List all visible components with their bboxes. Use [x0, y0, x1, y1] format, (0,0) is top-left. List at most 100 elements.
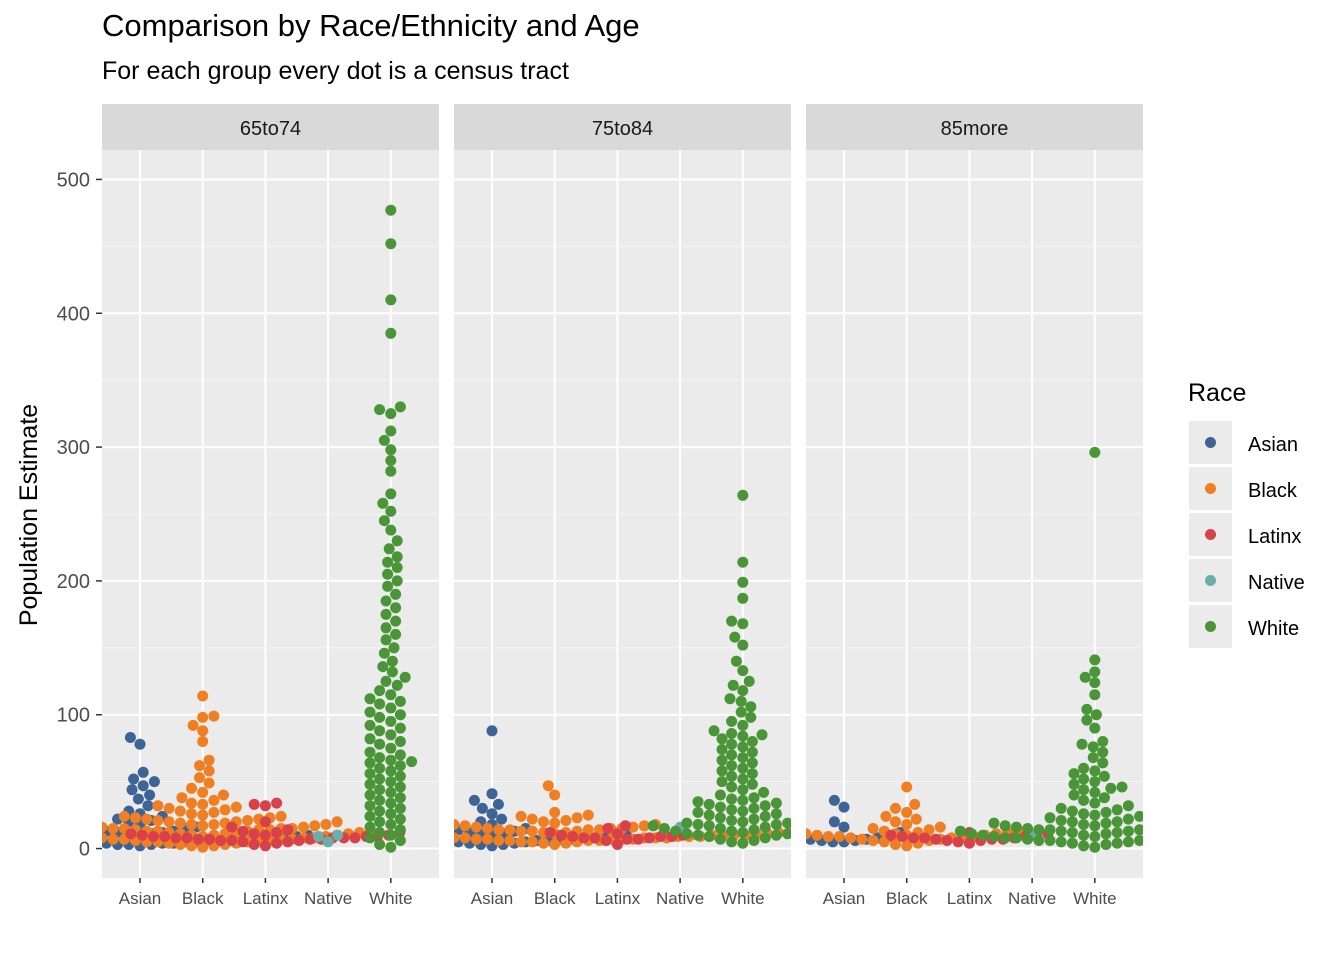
- data-point-black: [163, 816, 175, 828]
- data-point-black: [197, 809, 209, 821]
- data-point-black: [203, 754, 215, 766]
- data-point-white: [394, 695, 406, 707]
- x-tick-label: Asian: [471, 889, 514, 908]
- data-point-black: [878, 836, 890, 848]
- data-point-white: [1090, 709, 1102, 721]
- data-point-white: [727, 679, 739, 691]
- data-point-white: [770, 819, 782, 830]
- facet-strip: [806, 104, 1143, 150]
- data-point-white: [1089, 689, 1101, 701]
- data-point-black: [459, 832, 471, 844]
- data-point-white: [1122, 800, 1134, 812]
- data-point-white: [1111, 827, 1123, 838]
- data-point-black: [18, 824, 29, 835]
- data-point-black: [186, 840, 197, 852]
- data-point-white: [385, 841, 397, 853]
- data-point-latinx: [555, 829, 567, 841]
- legend-label: White: [1248, 618, 1299, 640]
- data-point-white: [770, 808, 782, 820]
- data-point-white: [385, 505, 397, 517]
- data-point-white: [1078, 840, 1090, 852]
- data-point-black: [174, 805, 186, 817]
- data-point-white: [746, 768, 758, 780]
- data-point-latinx: [930, 833, 942, 845]
- data-point-black: [74, 820, 85, 831]
- data-point-white: [1089, 677, 1101, 689]
- data-point-white: [1111, 837, 1123, 849]
- data-point-latinx: [215, 835, 227, 846]
- data-point-white: [1179, 819, 1190, 830]
- data-point-black: [901, 781, 913, 793]
- data-point-latinx: [226, 835, 238, 846]
- data-point-white: [374, 784, 386, 796]
- data-point-white: [385, 327, 397, 339]
- data-point-white: [1066, 827, 1078, 838]
- data-point-white: [385, 797, 397, 809]
- data-point-white: [759, 832, 771, 844]
- data-point-white: [748, 813, 760, 825]
- data-point-asian: [90, 836, 101, 847]
- data-point-black: [890, 816, 901, 828]
- x-tick-label: Asian: [119, 889, 162, 908]
- data-point-black: [197, 841, 209, 853]
- data-point-white: [1055, 815, 1067, 826]
- data-point-white: [692, 829, 704, 841]
- data-point-black: [29, 827, 40, 838]
- data-point-white: [1078, 829, 1090, 841]
- data-point-white: [378, 647, 390, 659]
- data-point-white: [737, 752, 749, 764]
- data-point-white: [385, 294, 397, 306]
- data-point-white: [380, 634, 392, 646]
- data-point-asian: [137, 780, 149, 792]
- data-point-white: [737, 618, 749, 630]
- data-point-white: [729, 631, 741, 643]
- x-tick-label: Native: [304, 889, 352, 908]
- data-point-white: [385, 408, 397, 420]
- data-point-white: [726, 615, 738, 627]
- data-point-native: [332, 829, 344, 841]
- data-point-black: [197, 736, 209, 747]
- x-tick-label: Black: [534, 889, 576, 908]
- data-point-white: [1033, 824, 1045, 836]
- data-point-black: [118, 810, 130, 822]
- data-point-white: [770, 797, 782, 809]
- data-point-white: [374, 762, 386, 774]
- data-point-white: [380, 622, 392, 634]
- data-point-white: [385, 444, 397, 456]
- data-point-white: [737, 784, 749, 796]
- data-point-black: [582, 809, 594, 821]
- data-point-white: [1055, 802, 1067, 814]
- data-point-asian: [838, 801, 850, 813]
- data-point-white: [692, 819, 704, 830]
- data-point-latinx: [170, 832, 182, 844]
- facet-panel-75to84: 75to84 Asian Black Latinx Native White: [454, 104, 791, 908]
- data-point-white: [374, 794, 386, 806]
- facet-panel-65to74: 65to74 Asian Black Latinx Native White: [18, 104, 439, 908]
- data-point-white: [364, 706, 376, 718]
- data-point-asian: [126, 784, 138, 796]
- data-point-latinx: [248, 798, 260, 810]
- data-point-white: [714, 823, 726, 834]
- data-point-black: [242, 815, 253, 826]
- legend-swatch: [1205, 529, 1216, 540]
- data-point-black: [40, 828, 51, 839]
- data-point-white: [391, 535, 403, 547]
- data-point-white: [1089, 831, 1101, 842]
- data-point-white: [703, 798, 715, 810]
- data-point-white: [1089, 765, 1101, 777]
- data-point-latinx: [237, 836, 249, 848]
- data-point-black: [560, 837, 572, 849]
- data-point-white: [380, 608, 392, 620]
- data-point-white: [364, 746, 376, 758]
- legend-item-native: Native: [1189, 559, 1305, 602]
- data-point-white: [708, 725, 720, 737]
- data-point-white: [385, 465, 397, 477]
- data-point-asian: [476, 802, 488, 814]
- data-point-white: [726, 760, 738, 772]
- data-point-white: [374, 711, 386, 723]
- data-point-latinx: [621, 833, 633, 845]
- data-point-latinx: [226, 821, 238, 833]
- data-point-asian: [144, 789, 156, 801]
- data-point-black: [63, 818, 74, 829]
